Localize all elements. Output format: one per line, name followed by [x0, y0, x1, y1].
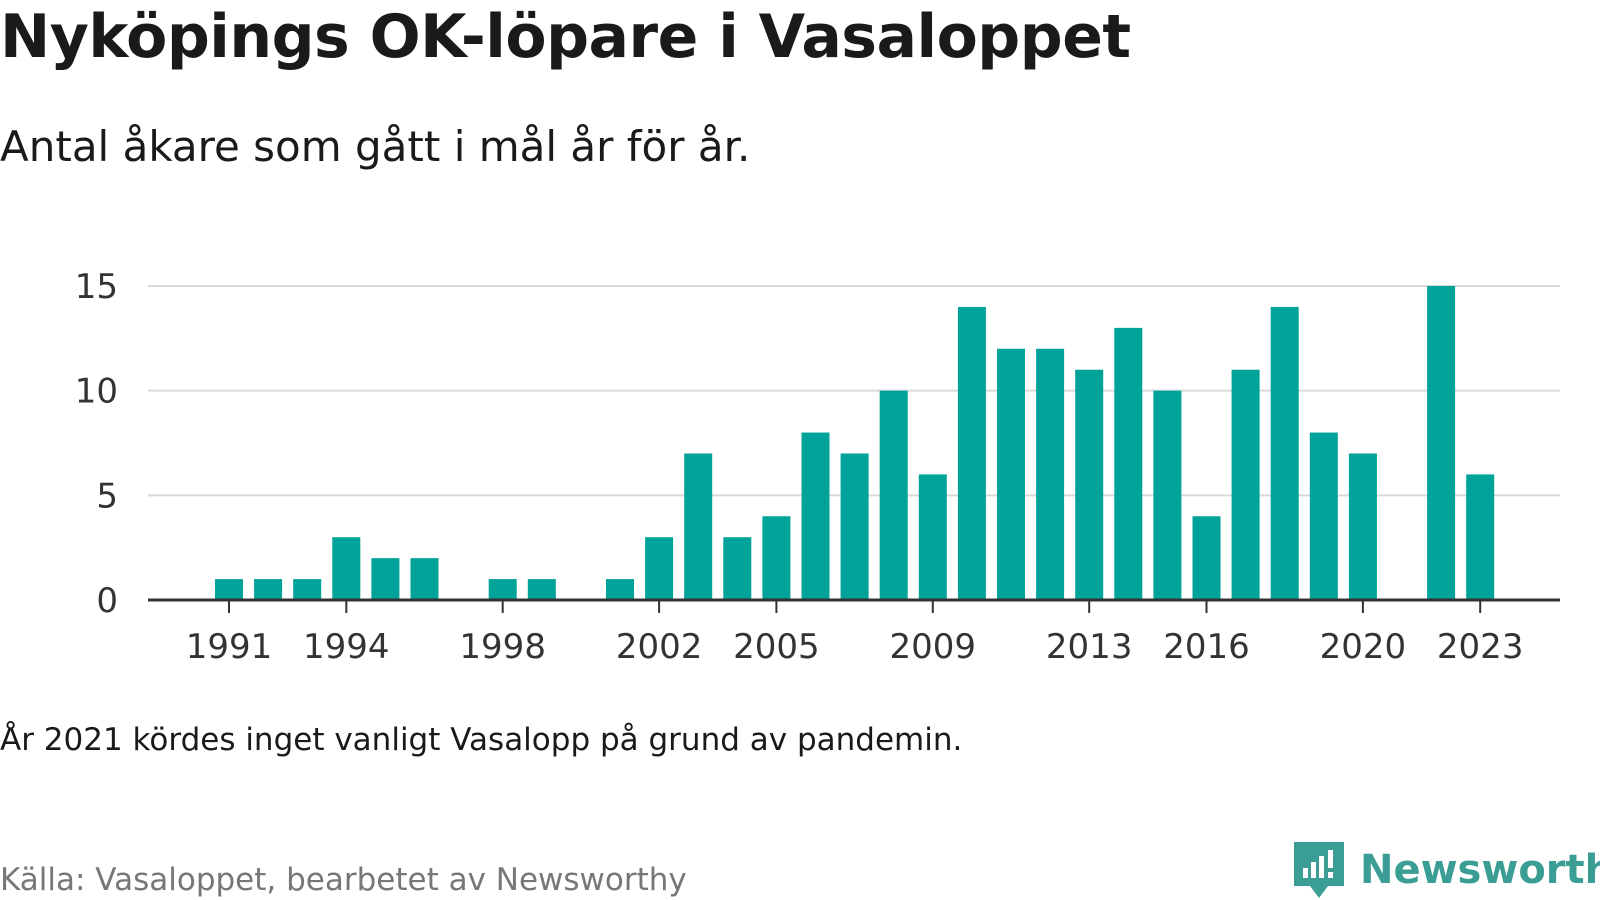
footnote: År 2021 kördes inget vanligt Vasalopp på…	[0, 722, 963, 758]
bar-2010	[957, 306, 986, 600]
bar-2016	[1192, 516, 1221, 600]
bar-2009	[918, 474, 947, 600]
x-tick-labels: 1991 1994 1998 2002 2005 2009 2013 2016 2020 2023	[186, 627, 1524, 667]
newsworthy-logo: Newsworthy	[1294, 842, 1600, 898]
x-tick-label: 2016	[1163, 627, 1250, 667]
bar-2020	[1348, 453, 1377, 600]
bar-2003	[684, 453, 713, 600]
x-tick-label: 1998	[459, 627, 546, 667]
bar-2011	[997, 348, 1025, 600]
newsworthy-logo-icon	[1294, 842, 1344, 898]
bar-2014	[1114, 327, 1143, 600]
bar-2012	[1036, 348, 1065, 600]
x-tick-label: 1994	[303, 627, 390, 667]
bars	[215, 286, 1495, 600]
bar-2022	[1427, 286, 1456, 600]
y-tick-label: 5	[96, 476, 118, 516]
bar-1995	[371, 558, 400, 600]
bar-2013	[1075, 369, 1104, 600]
y-tick-labels: 0 5 10 15	[75, 267, 118, 621]
bar-1992	[254, 579, 283, 600]
bar-2007	[840, 453, 869, 600]
bar-2015	[1153, 390, 1182, 600]
x-axis	[148, 598, 1560, 613]
brand-name: Newsworthy	[1360, 847, 1600, 893]
y-tick-label: 15	[75, 267, 118, 307]
bar-2004	[723, 537, 752, 600]
bar-1994	[332, 537, 361, 600]
bar-2006	[801, 432, 830, 600]
bar-1998	[488, 579, 517, 600]
bar-1991	[215, 579, 243, 600]
bar-1999	[527, 579, 556, 600]
bar-2018	[1270, 306, 1299, 600]
y-tick-label: 0	[96, 581, 118, 621]
x-tick-label: 2013	[1046, 627, 1133, 667]
chart-title: Nyköpings OK-löpare i Vasaloppet	[0, 2, 1131, 72]
bar-2019	[1309, 432, 1338, 600]
x-tick-label: 2009	[890, 627, 977, 667]
bar-2005	[762, 516, 791, 600]
bar-2001	[606, 579, 634, 600]
bar-1993	[293, 579, 322, 600]
bar-1996	[410, 558, 439, 600]
bar-2023	[1466, 474, 1495, 600]
x-tick-label: 2002	[616, 627, 703, 667]
x-tick-label: 2020	[1320, 627, 1407, 667]
y-tick-label: 10	[75, 372, 118, 412]
chart-subtitle: Antal åkare som gått i mål år för år.	[0, 122, 751, 171]
bar-2017	[1231, 369, 1260, 600]
source-text: Källa: Vasaloppet, bearbetet av Newswort…	[0, 862, 687, 898]
x-tick-label: 2023	[1437, 627, 1524, 667]
x-tick-label: 2005	[733, 627, 820, 667]
x-tick-label: 1991	[186, 627, 273, 667]
bar-2002	[645, 537, 674, 600]
bar-2008	[879, 390, 908, 600]
